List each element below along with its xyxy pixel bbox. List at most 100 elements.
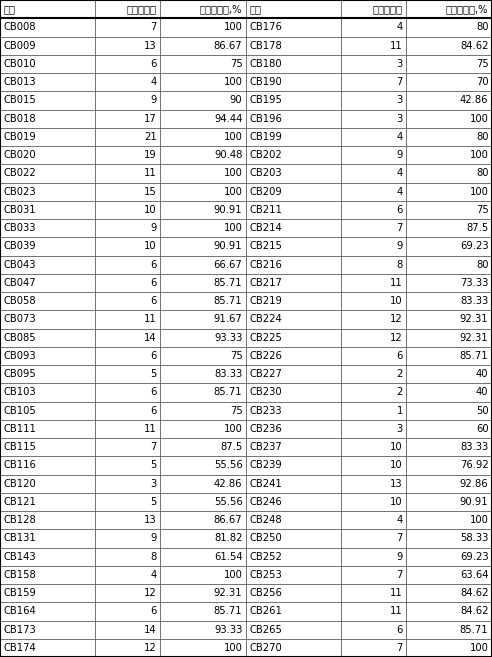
Text: 4: 4 [397,22,403,32]
Text: 4: 4 [397,168,403,178]
Bar [160,620,246,639]
Text: 7: 7 [397,570,403,580]
Text: CB270: CB270 [249,643,282,653]
Text: CB143: CB143 [3,552,36,562]
Bar [95,438,160,456]
Text: 4: 4 [151,77,157,87]
Bar [341,474,406,493]
Bar [160,201,246,219]
Bar [95,237,160,256]
Text: 94.44: 94.44 [214,114,243,124]
Text: 100: 100 [470,643,489,653]
Bar [0,511,95,530]
Text: 90.91: 90.91 [460,497,489,507]
Bar [0,547,95,566]
Text: 90.48: 90.48 [214,150,243,160]
Text: CB199: CB199 [249,132,282,142]
Text: CB261: CB261 [249,606,282,616]
Text: CB196: CB196 [249,114,282,124]
Bar [160,18,246,37]
Bar [246,91,341,110]
Bar [160,237,246,256]
Bar [95,493,160,511]
Bar [341,110,406,127]
Bar [246,292,341,310]
Text: 引物: 引物 [3,4,16,14]
Bar [95,584,160,602]
Text: 6: 6 [397,351,403,361]
Text: 11: 11 [390,588,403,598]
Text: 引物: 引物 [249,4,262,14]
Text: 80: 80 [476,22,489,32]
Bar [95,18,160,37]
Bar [406,73,492,91]
Bar [0,292,95,310]
Bar [246,438,341,456]
Bar [0,110,95,127]
Bar [95,456,160,474]
Text: 63.64: 63.64 [460,570,489,580]
Text: 12: 12 [144,588,157,598]
Bar [160,383,246,401]
Text: 83.33: 83.33 [460,442,489,452]
Text: 多态性条带: 多态性条带 [373,4,403,14]
Bar [341,438,406,456]
Text: CB202: CB202 [249,150,282,160]
Bar [95,383,160,401]
Text: 90.91: 90.91 [214,205,243,215]
Text: 11: 11 [144,315,157,325]
Text: CB248: CB248 [249,515,282,525]
Bar [246,310,341,328]
Bar [246,201,341,219]
Bar [0,639,95,657]
Text: 5: 5 [151,369,157,379]
Bar [95,292,160,310]
Bar [341,347,406,365]
Bar [406,530,492,547]
Text: 12: 12 [144,643,157,653]
Bar [246,183,341,201]
Text: 9: 9 [397,241,403,252]
Bar [406,584,492,602]
Text: CB131: CB131 [3,533,36,543]
Text: CB217: CB217 [249,278,282,288]
Bar [0,383,95,401]
Bar [406,110,492,127]
Text: 11: 11 [390,278,403,288]
Text: 9: 9 [151,533,157,543]
Text: 4: 4 [151,570,157,580]
Bar [0,493,95,511]
Text: 7: 7 [151,442,157,452]
Text: 10: 10 [144,205,157,215]
Bar [0,0,95,18]
Bar [406,237,492,256]
Bar [406,493,492,511]
Bar [160,292,246,310]
Bar [95,530,160,547]
Text: 2: 2 [397,369,403,379]
Bar [341,73,406,91]
Text: 100: 100 [224,223,243,233]
Text: 92.31: 92.31 [460,332,489,342]
Text: CB033: CB033 [3,223,36,233]
Bar [406,511,492,530]
Text: 多态性条带: 多态性条带 [127,4,157,14]
Bar [406,0,492,18]
Bar [95,547,160,566]
Text: 73.33: 73.33 [460,278,489,288]
Text: 84.62: 84.62 [460,606,489,616]
Bar [95,146,160,164]
Bar [246,256,341,274]
Text: CB095: CB095 [3,369,36,379]
Text: 6: 6 [151,388,157,397]
Text: CB241: CB241 [249,479,282,489]
Text: 6: 6 [151,59,157,69]
Text: 6: 6 [151,606,157,616]
Text: 61.54: 61.54 [214,552,243,562]
Bar [341,55,406,73]
Bar [95,566,160,584]
Bar [160,584,246,602]
Bar [246,511,341,530]
Bar [0,365,95,383]
Text: CB058: CB058 [3,296,36,306]
